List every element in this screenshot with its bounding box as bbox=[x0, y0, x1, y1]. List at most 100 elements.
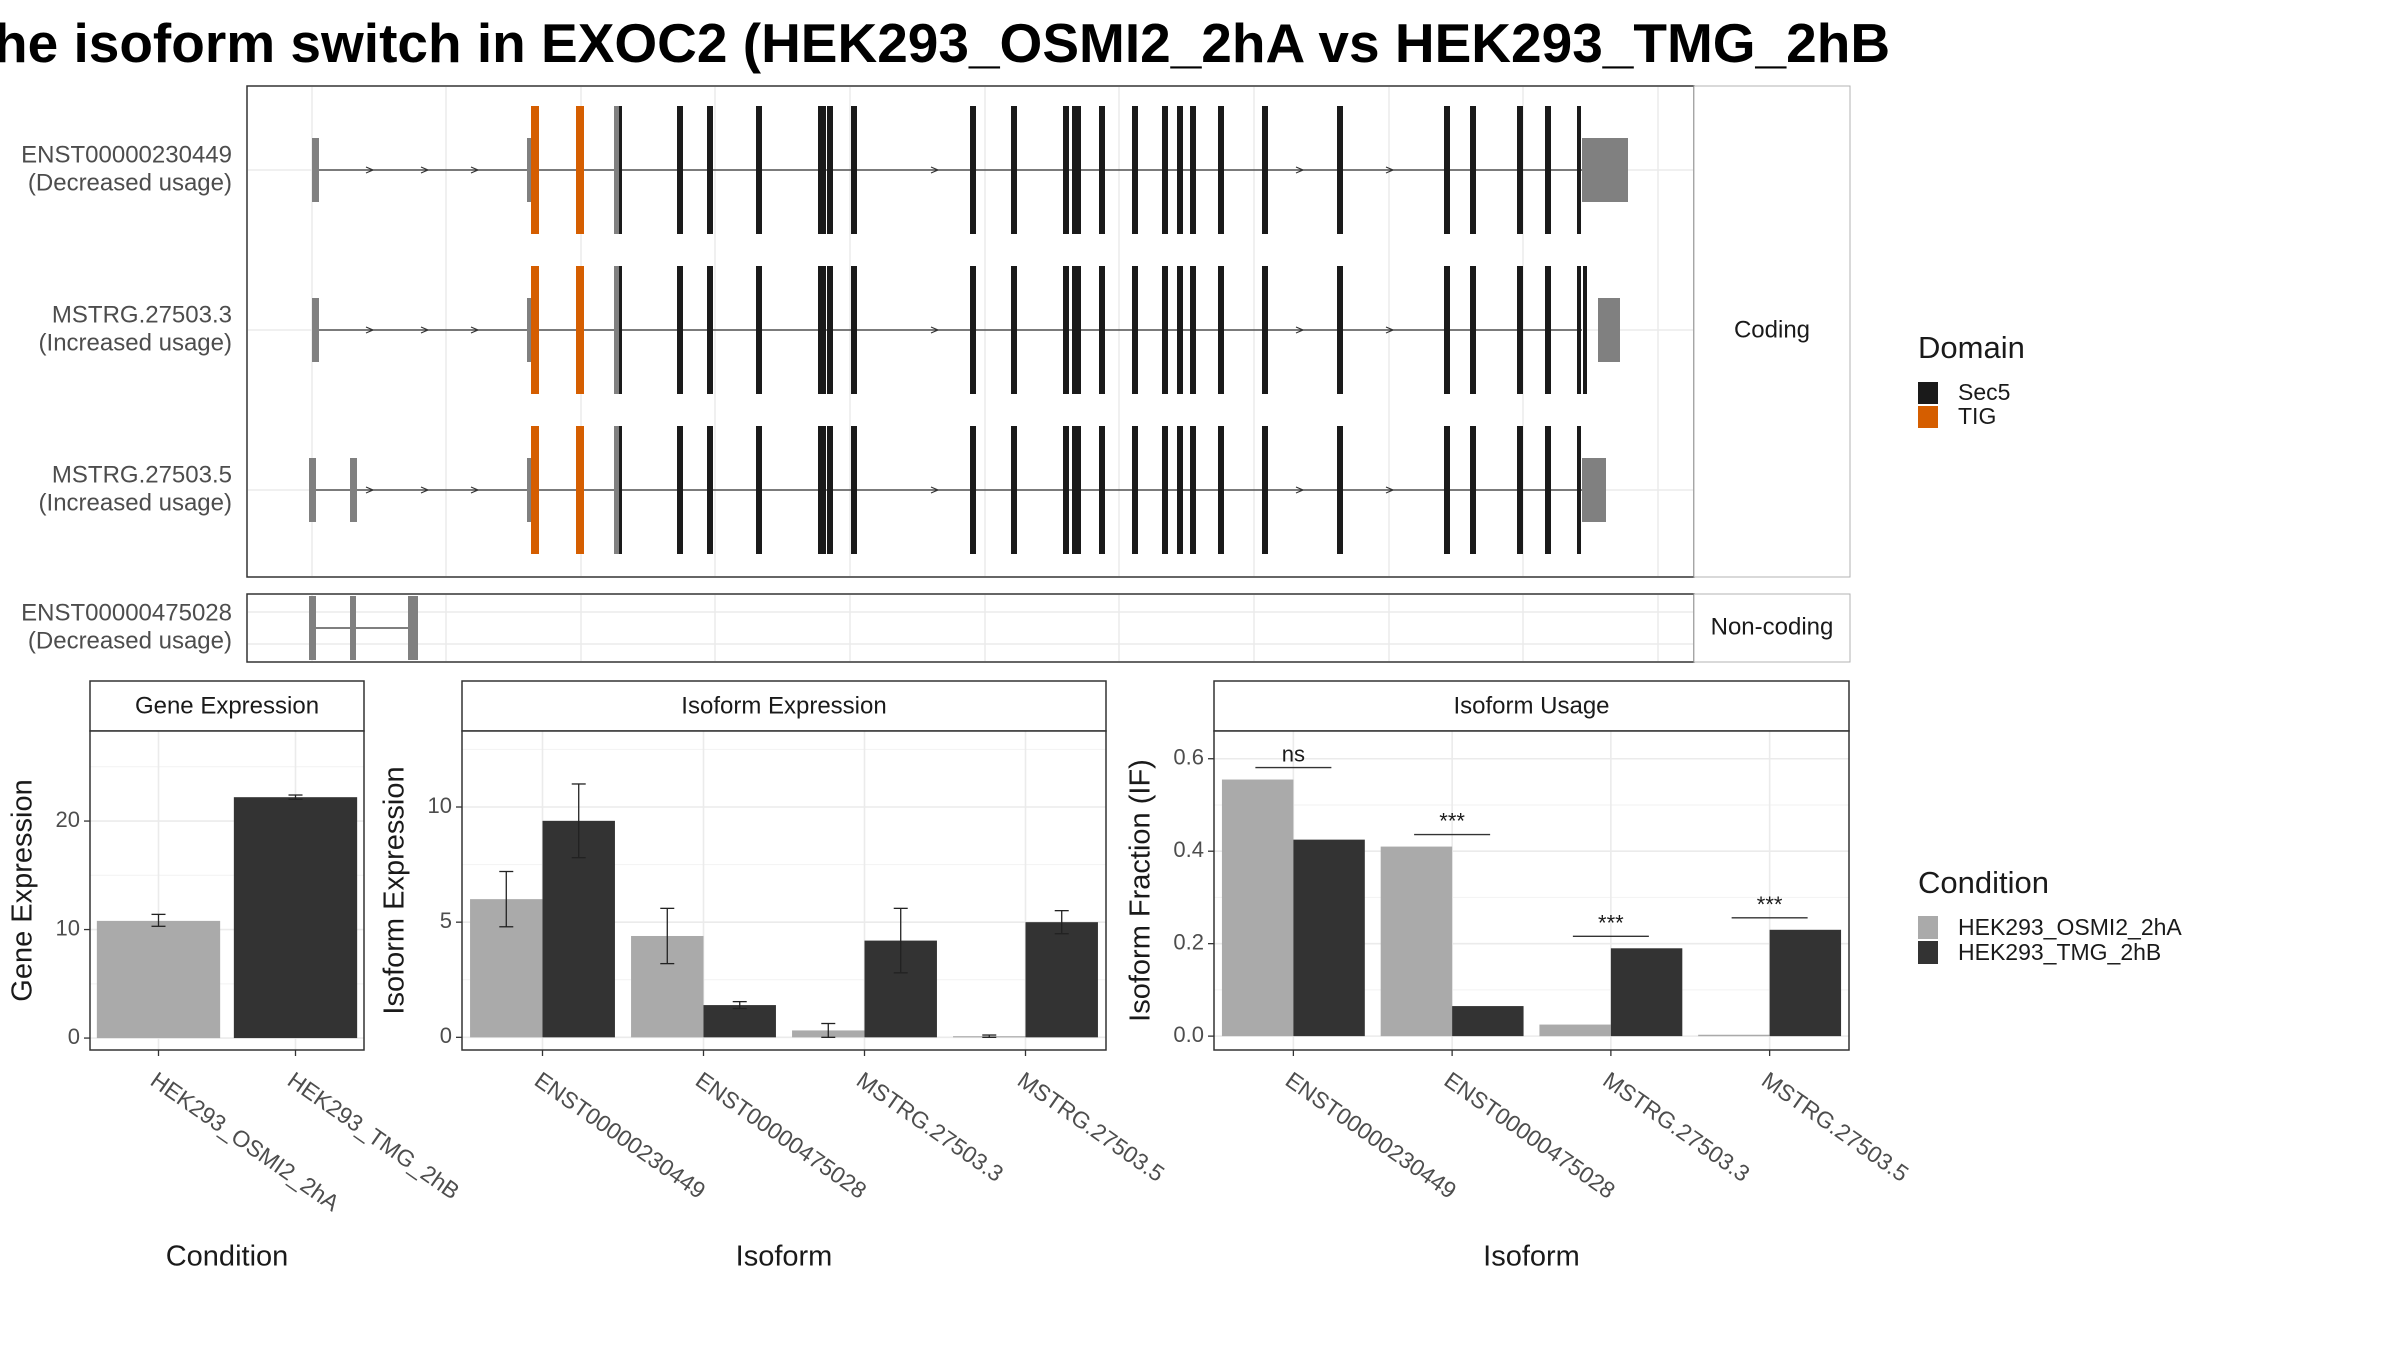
exon-sec5 bbox=[1177, 106, 1183, 234]
exon-utr bbox=[309, 458, 316, 522]
exon-tig bbox=[576, 426, 584, 554]
exon-sec5 bbox=[851, 106, 857, 234]
bar-charts: Gene Expression01020HEK293_OSMI2_2hAHEK2… bbox=[7, 680, 1913, 1273]
strand-arrow bbox=[1295, 486, 1305, 494]
exon-sec5 bbox=[619, 266, 622, 394]
exon-sec5 bbox=[1063, 426, 1069, 554]
exon-sec5 bbox=[1337, 106, 1343, 234]
strand-arrow bbox=[470, 486, 480, 494]
plot-frame bbox=[461, 730, 1107, 1051]
bar bbox=[703, 1005, 776, 1038]
facet-strip-noncoding bbox=[1693, 593, 1851, 663]
plot-frame bbox=[89, 730, 365, 1051]
y-tick-label: 0 bbox=[68, 1024, 80, 1049]
exon-sec5 bbox=[756, 426, 762, 554]
facet-label-noncoding: Non-coding bbox=[1711, 613, 1834, 640]
domain-legend-key bbox=[1918, 406, 1938, 428]
transcript-name: MSTRG.27503.3 bbox=[52, 301, 232, 328]
bar bbox=[1221, 779, 1294, 1037]
exon-sec5 bbox=[1011, 426, 1017, 554]
significance-label: *** bbox=[1439, 809, 1465, 834]
exon-sec5 bbox=[827, 106, 833, 234]
exon-sec5 bbox=[1190, 266, 1196, 394]
y-axis-title: Isoform Expression bbox=[379, 766, 411, 1014]
noncoding-panel-frame bbox=[246, 593, 1695, 663]
facet-strip bbox=[461, 680, 1107, 732]
exon-sec5 bbox=[1190, 426, 1196, 554]
strand-arrow bbox=[1385, 326, 1395, 334]
condition-legend-key bbox=[1918, 941, 1938, 964]
exon-sec5 bbox=[707, 266, 713, 394]
x-tick-label: MSTRG.27503.5 bbox=[1757, 1067, 1913, 1187]
facet-strip-coding bbox=[1693, 85, 1851, 578]
transcript-usage: (Decreased usage) bbox=[28, 169, 232, 196]
exon-sec5 bbox=[1011, 106, 1017, 234]
exon-sec5 bbox=[1337, 266, 1343, 394]
strand-arrow bbox=[365, 326, 375, 334]
exon-sec5 bbox=[1218, 106, 1224, 234]
exon-sec5 bbox=[619, 106, 622, 234]
exon-sec5 bbox=[1099, 426, 1105, 554]
exon-sec5 bbox=[1190, 106, 1196, 234]
chart-title: Gene Expression bbox=[135, 692, 319, 719]
condition-legend-title: Condition bbox=[1918, 865, 2049, 900]
exon-sec5 bbox=[1162, 426, 1168, 554]
facet-label-coding: Coding bbox=[1734, 316, 1810, 343]
exon-sec5 bbox=[756, 266, 762, 394]
exon-sec5 bbox=[820, 106, 826, 234]
exon-sec5 bbox=[1099, 266, 1105, 394]
transcript-name: ENST00000230449 bbox=[21, 141, 232, 168]
transcript-structure-panel: CodingNon-codingENST00000230449(Decrease… bbox=[21, 85, 1851, 663]
x-tick-label: ENST00000230449 bbox=[1281, 1067, 1461, 1204]
transcript-name: MSTRG.27503.5 bbox=[52, 461, 232, 488]
bar bbox=[1698, 1034, 1770, 1037]
exon-sec5 bbox=[1218, 266, 1224, 394]
exon-3utr bbox=[1598, 298, 1620, 362]
transcript-usage: (Decreased usage) bbox=[28, 627, 232, 654]
bar bbox=[1380, 846, 1453, 1037]
condition-legend-key bbox=[1918, 916, 1938, 939]
exon-sec5 bbox=[1545, 106, 1551, 234]
exon-sec5 bbox=[970, 266, 976, 394]
bar bbox=[96, 920, 221, 1039]
exon-sec5 bbox=[1063, 106, 1069, 234]
strand-arrow bbox=[1295, 326, 1305, 334]
exon-tig bbox=[576, 266, 584, 394]
bar bbox=[1293, 839, 1365, 1037]
x-tick-label: MSTRG.27503.3 bbox=[1598, 1067, 1754, 1187]
y-tick-label: 0.2 bbox=[1173, 929, 1204, 954]
domain-legend-key bbox=[1918, 382, 1938, 404]
chart-panel-3: Isoform Usage ns *** *** *** 0.0 0.2 0.4 0.6 ENST… bbox=[1125, 680, 1913, 1273]
x-tick-label: ENST00000230449 bbox=[530, 1067, 710, 1204]
page-title: he isoform switch in EXOC2 (HEK293_OSMI2… bbox=[0, 12, 1891, 74]
plot-frame bbox=[1213, 730, 1850, 1051]
exon-noncoding bbox=[309, 596, 316, 660]
exon-3utr bbox=[1582, 138, 1628, 202]
exon-sec5 bbox=[1545, 426, 1551, 554]
exon-sec5 bbox=[820, 426, 826, 554]
exon-tig bbox=[576, 106, 584, 234]
strand-arrow bbox=[1295, 166, 1305, 174]
exon-sec5 bbox=[1444, 426, 1450, 554]
chart-title: Isoform Usage bbox=[1453, 692, 1609, 719]
x-tick-label: MSTRG.27503.3 bbox=[852, 1067, 1008, 1187]
condition-legend-label: HEK293_TMG_2hB bbox=[1958, 939, 2161, 965]
exon-sec5 bbox=[1470, 266, 1476, 394]
exon-utr bbox=[312, 138, 319, 202]
exon-sec5 bbox=[1577, 266, 1581, 394]
exon-sec5 bbox=[970, 426, 976, 554]
y-axis-title: Gene Expression bbox=[7, 779, 39, 1001]
bar bbox=[1769, 929, 1842, 1037]
exon-sec5 bbox=[1545, 266, 1551, 394]
exon-sec5 bbox=[1132, 426, 1138, 554]
strand-arrow bbox=[1385, 166, 1395, 174]
y-tick-label: 10 bbox=[56, 915, 80, 940]
significance-label: ns bbox=[1282, 742, 1305, 767]
strand-arrow bbox=[1385, 486, 1395, 494]
exon-noncoding bbox=[350, 596, 356, 660]
exon-sec5 bbox=[1444, 266, 1450, 394]
x-tick-label: ENST00000475028 bbox=[691, 1067, 871, 1204]
exon-sec5 bbox=[1517, 426, 1523, 554]
strand-arrow bbox=[930, 166, 940, 174]
